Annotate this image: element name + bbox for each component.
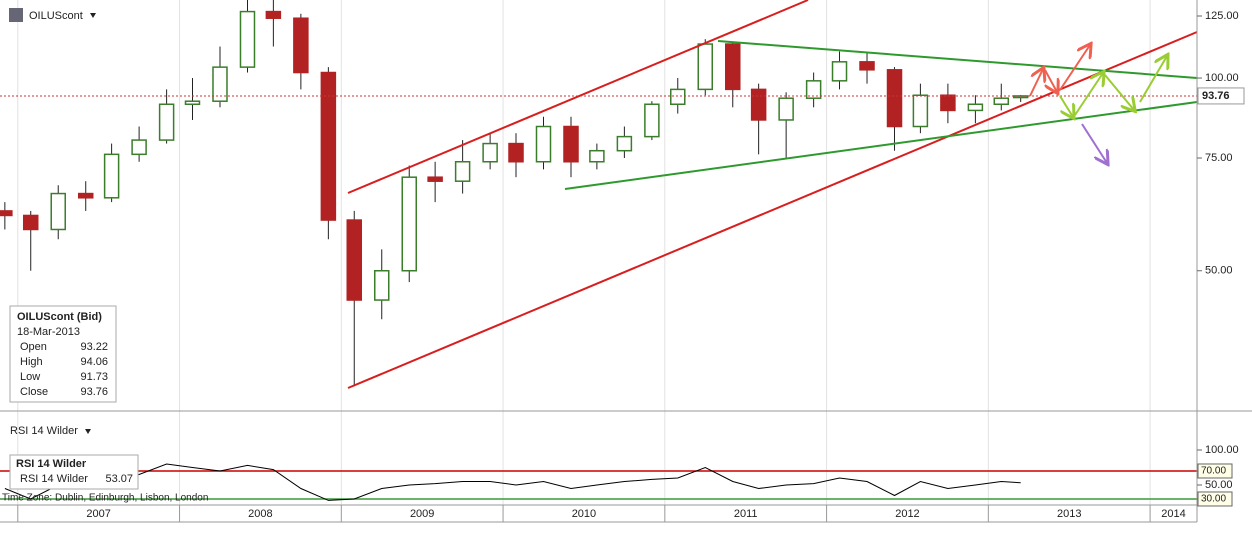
candle-body [886, 69, 903, 128]
indicator-name[interactable]: RSI 14 Wilder [10, 425, 78, 437]
candle-body [373, 269, 390, 301]
dropdown-arrow[interactable] [85, 429, 91, 434]
arrow [1139, 56, 1167, 103]
arrow [1104, 74, 1134, 110]
info-value: 91.73 [80, 371, 108, 383]
info-value: 94.06 [80, 356, 108, 368]
symbol-icon[interactable] [9, 8, 23, 22]
legend-box [9, 454, 139, 490]
trend-line [347, 0, 809, 194]
candle-body [778, 97, 794, 121]
info-value: 93.22 [80, 341, 108, 353]
candle-body [750, 88, 767, 121]
info-label: Open [20, 341, 47, 353]
candle-body [508, 142, 524, 163]
candle-body [293, 17, 309, 74]
candle-body [993, 97, 1010, 106]
info-label: High [20, 356, 43, 368]
rsi-line [4, 463, 1021, 501]
y-tick-label: 50.00 [1205, 265, 1233, 277]
x-tick-label: 2011 [734, 508, 758, 520]
legend-title: RSI 14 Wilder [16, 458, 87, 470]
candle-body [912, 94, 929, 128]
candle-body [22, 214, 39, 231]
arrow [1044, 69, 1057, 92]
x-tick-label: 2013 [1057, 508, 1081, 520]
level-box [1197, 491, 1233, 507]
arrow [1074, 73, 1103, 116]
grid [17, 0, 1151, 522]
candle-body [158, 103, 175, 141]
arrow [1029, 69, 1043, 97]
candle-body [644, 103, 660, 138]
info-label: Close [20, 386, 48, 398]
arrow [1059, 45, 1090, 91]
candle-body [265, 10, 282, 19]
candle-body [589, 149, 605, 163]
dropdown-arrow[interactable] [90, 13, 96, 18]
info-title: OILUScont (Bid) [17, 311, 102, 323]
candle-body [697, 43, 714, 91]
candle-body [616, 135, 633, 152]
candle-body [427, 176, 443, 182]
arrow [1081, 123, 1107, 163]
y-tick-label: 75.00 [1205, 152, 1233, 164]
candle-body [50, 192, 66, 231]
candle-body [103, 153, 120, 199]
y-tick-label: 100.00 [1205, 72, 1239, 84]
candle-body [77, 192, 94, 199]
legend-value: 53.07 [105, 473, 133, 485]
candle-body [454, 160, 471, 182]
candle-body [482, 142, 498, 163]
info-label: Low [20, 371, 40, 383]
candle-body [831, 61, 848, 82]
trend-line [564, 101, 1198, 190]
arrows [1029, 45, 1167, 163]
x-tick-label: 2009 [410, 508, 434, 520]
candle-body [563, 125, 579, 163]
candle-body [401, 176, 417, 272]
last-price-label: 93.76 [1202, 90, 1230, 102]
y-tick-label: 50.00 [1205, 479, 1233, 491]
candle-body [725, 43, 741, 91]
x-tick-label: 2010 [572, 508, 596, 520]
candle-body [212, 66, 228, 102]
candle-body [535, 125, 552, 163]
info-date: 18-Mar-2013 [17, 326, 80, 338]
x-tick-label: 2014 [1161, 508, 1185, 520]
candle-body [670, 88, 686, 106]
info-box-frame [9, 305, 117, 403]
y-tick-label: 100.00 [1205, 444, 1239, 456]
arrow [1059, 95, 1073, 117]
info-box: OILUScont (Bid) 18-Mar-2013 Open High Lo… [9, 305, 117, 403]
candle-body [859, 61, 875, 71]
candle-body [131, 139, 147, 156]
candle-body [0, 210, 13, 217]
candle-body [184, 100, 201, 106]
info-value: 93.76 [80, 386, 108, 398]
level-box [1197, 463, 1233, 479]
trend-line [717, 40, 1198, 79]
last-price-box [1197, 87, 1245, 105]
x-tick-label: 2008 [248, 508, 272, 520]
y-tick-label: 125.00 [1205, 10, 1239, 22]
candle-body [346, 219, 362, 301]
time-zone: Time Zone: Dublin, Edinburgh, Lisbon, Lo… [2, 493, 208, 504]
legend-name: RSI 14 Wilder [20, 473, 88, 485]
candle-body [940, 94, 956, 112]
candle-body [805, 80, 822, 99]
candle-body [320, 71, 337, 221]
candle-body [239, 10, 256, 68]
plot [0, 0, 1197, 501]
x-tick-label: 2007 [86, 508, 110, 520]
candle-body [967, 103, 984, 112]
level-label: 30.00 [1201, 494, 1226, 505]
symbol-name[interactable]: OILUScont [29, 10, 83, 22]
x-tick-label: 2012 [895, 508, 919, 520]
level-label: 70.00 [1201, 466, 1226, 477]
